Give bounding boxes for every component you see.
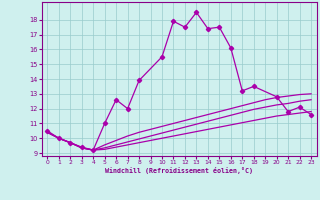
X-axis label: Windchill (Refroidissement éolien,°C): Windchill (Refroidissement éolien,°C): [105, 167, 253, 174]
